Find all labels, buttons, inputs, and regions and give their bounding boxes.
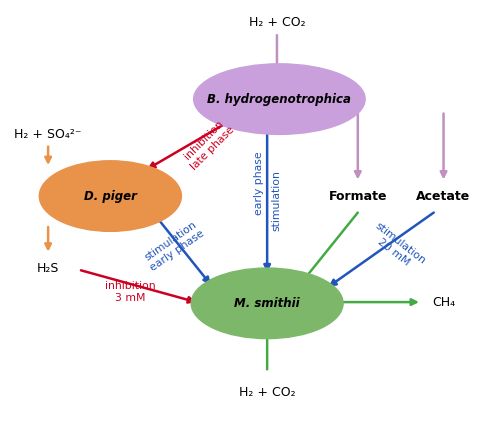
Text: H₂ + CO₂: H₂ + CO₂ <box>239 386 296 400</box>
Ellipse shape <box>40 161 182 232</box>
Text: stimulation: stimulation <box>271 170 281 231</box>
Ellipse shape <box>194 64 365 134</box>
Text: CH₄: CH₄ <box>432 296 455 309</box>
Text: H₂S: H₂S <box>36 262 59 275</box>
Text: M. smithii: M. smithii <box>234 297 300 310</box>
Text: stimulation
20 mM: stimulation 20 mM <box>366 220 428 275</box>
Text: stimulation
early phase: stimulation early phase <box>142 218 206 273</box>
Text: inhibition
3 mM: inhibition 3 mM <box>104 281 156 303</box>
Text: early phase: early phase <box>254 152 264 216</box>
Ellipse shape <box>191 268 343 338</box>
Text: H₂ + SO₄²⁻: H₂ + SO₄²⁻ <box>14 128 82 141</box>
Text: Acetate: Acetate <box>416 189 470 203</box>
Text: D. piger: D. piger <box>84 189 137 203</box>
Text: inhibition
late phase: inhibition late phase <box>180 117 236 172</box>
Text: B. hydrogenotrophica: B. hydrogenotrophica <box>208 93 352 106</box>
Text: H₂ + CO₂: H₂ + CO₂ <box>248 16 306 29</box>
Text: Formate: Formate <box>328 189 387 203</box>
